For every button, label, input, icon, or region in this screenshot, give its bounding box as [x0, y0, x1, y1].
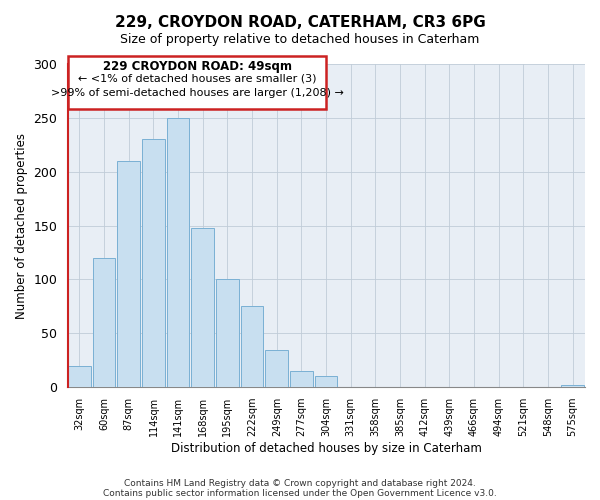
Bar	[93, 258, 115, 387]
Bar	[315, 376, 337, 387]
Text: Contains HM Land Registry data © Crown copyright and database right 2024.: Contains HM Land Registry data © Crown c…	[124, 478, 476, 488]
Bar	[142, 140, 165, 387]
Bar	[118, 161, 140, 387]
Text: ← <1% of detached houses are smaller (3): ← <1% of detached houses are smaller (3)	[78, 74, 316, 84]
Bar	[241, 306, 263, 387]
Text: Size of property relative to detached houses in Caterham: Size of property relative to detached ho…	[121, 32, 479, 46]
Bar	[265, 350, 288, 387]
Text: 229 CROYDON ROAD: 49sqm: 229 CROYDON ROAD: 49sqm	[103, 60, 292, 72]
Bar	[290, 371, 313, 387]
Text: 229, CROYDON ROAD, CATERHAM, CR3 6PG: 229, CROYDON ROAD, CATERHAM, CR3 6PG	[115, 15, 485, 30]
Bar	[562, 385, 584, 387]
Bar	[216, 280, 239, 387]
Text: Contains public sector information licensed under the Open Government Licence v3: Contains public sector information licen…	[103, 488, 497, 498]
Bar	[191, 228, 214, 387]
Text: >99% of semi-detached houses are larger (1,208) →: >99% of semi-detached houses are larger …	[51, 88, 344, 98]
FancyBboxPatch shape	[68, 56, 326, 109]
Bar	[167, 118, 190, 387]
Y-axis label: Number of detached properties: Number of detached properties	[15, 132, 28, 318]
Bar	[68, 366, 91, 387]
X-axis label: Distribution of detached houses by size in Caterham: Distribution of detached houses by size …	[170, 442, 482, 455]
